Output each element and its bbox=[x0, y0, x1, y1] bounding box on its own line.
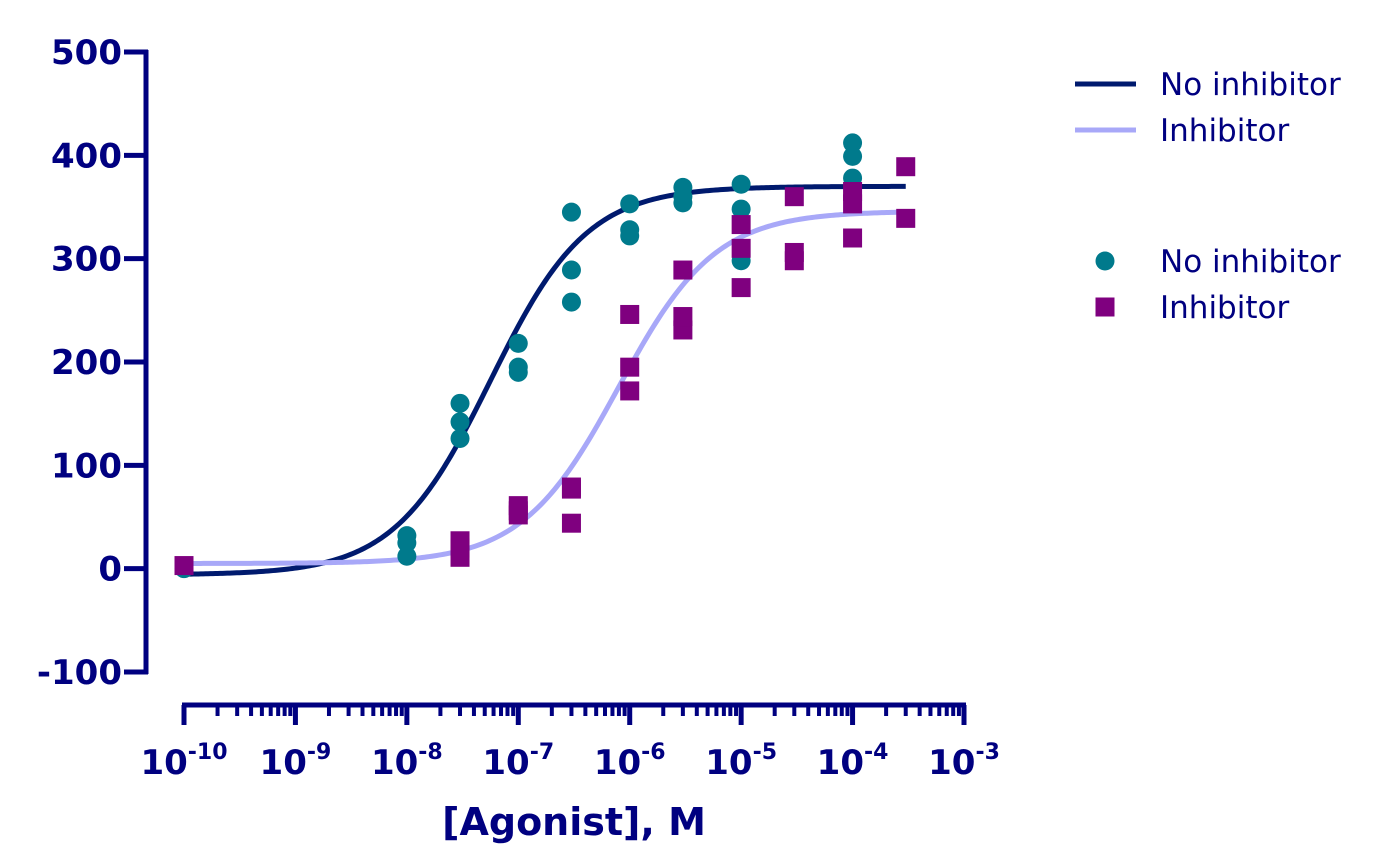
data-point-square bbox=[784, 187, 804, 207]
data-point-square bbox=[731, 215, 751, 235]
data-point-circle bbox=[731, 199, 751, 219]
data-point-square bbox=[843, 228, 863, 248]
data-point-circle bbox=[620, 220, 640, 240]
x-tick-label: 10-9 bbox=[260, 740, 332, 783]
data-point-square bbox=[450, 531, 470, 551]
data-point-square bbox=[620, 357, 640, 377]
x-tick-label: 10-10 bbox=[140, 740, 227, 783]
data-point-square bbox=[673, 307, 693, 327]
legend: No inhibitor Inhibitor No inhibitor Inhibit… bbox=[1075, 67, 1341, 326]
data-point-square bbox=[896, 208, 916, 228]
y-tick-label: 200 bbox=[51, 343, 122, 383]
legend-marker-swatch bbox=[1095, 297, 1115, 317]
data-point-circle bbox=[561, 202, 581, 222]
legend-label: Inhibitor bbox=[1160, 113, 1289, 149]
data-point-circle bbox=[450, 428, 470, 448]
x-tick-label: 10-6 bbox=[594, 740, 666, 783]
legend-marker-swatch bbox=[1095, 251, 1115, 271]
data-point-square bbox=[896, 157, 916, 177]
data-point-circle bbox=[561, 260, 581, 280]
x-tick-label: 10-5 bbox=[705, 740, 777, 783]
data-point-square bbox=[673, 260, 693, 280]
y-tick-label: 500 bbox=[51, 33, 122, 73]
x-tick-label: 10-8 bbox=[371, 740, 443, 783]
y-tick-label: 400 bbox=[51, 136, 122, 176]
fit-curve bbox=[183, 209, 906, 566]
x-axis-title: [Agonist], M bbox=[442, 800, 706, 844]
data-point-circle bbox=[673, 177, 693, 197]
data-point-square bbox=[843, 182, 863, 201]
data-point-square bbox=[620, 304, 640, 324]
legend-label: No inhibitor bbox=[1160, 244, 1341, 280]
data-point-square bbox=[561, 477, 581, 497]
legend-label: Inhibitor bbox=[1160, 290, 1289, 326]
data-point-square bbox=[731, 238, 751, 258]
data-point-circle bbox=[843, 146, 863, 166]
y-tick-label: -100 bbox=[37, 653, 122, 693]
data-point-circle bbox=[561, 292, 581, 312]
y-tick-label: 300 bbox=[51, 240, 122, 280]
data-point-square bbox=[784, 242, 804, 262]
x-tick-label: 10-3 bbox=[928, 740, 1000, 783]
data-point-circle bbox=[397, 526, 417, 546]
data-point-square bbox=[561, 513, 581, 533]
data-point-square bbox=[731, 278, 751, 298]
data-point-circle bbox=[508, 333, 528, 353]
legend-label: No inhibitor bbox=[1160, 67, 1341, 103]
data-point-circle bbox=[450, 412, 470, 432]
data-point-circle bbox=[843, 133, 863, 153]
x-tick-label: 10-7 bbox=[482, 740, 554, 783]
y-tick-label: 0 bbox=[98, 550, 122, 590]
data-point-square bbox=[508, 496, 528, 516]
data-points bbox=[174, 133, 916, 579]
data-point-square bbox=[174, 556, 194, 576]
data-point-circle bbox=[450, 393, 470, 413]
y-tick-label: 100 bbox=[51, 446, 122, 486]
x-axis: 10-10 10-9 10-8 10-7 10-6 10-5 10-4 10-3 bbox=[140, 702, 1000, 783]
x-tick-label: 10-4 bbox=[817, 740, 889, 783]
data-point-circle bbox=[397, 546, 417, 566]
data-point-square bbox=[620, 381, 640, 401]
data-point-circle bbox=[508, 357, 528, 377]
data-point-circle bbox=[731, 174, 751, 194]
y-axis: -100 0 100 200 300 400 500 bbox=[37, 33, 149, 693]
data-point-circle bbox=[620, 194, 640, 214]
